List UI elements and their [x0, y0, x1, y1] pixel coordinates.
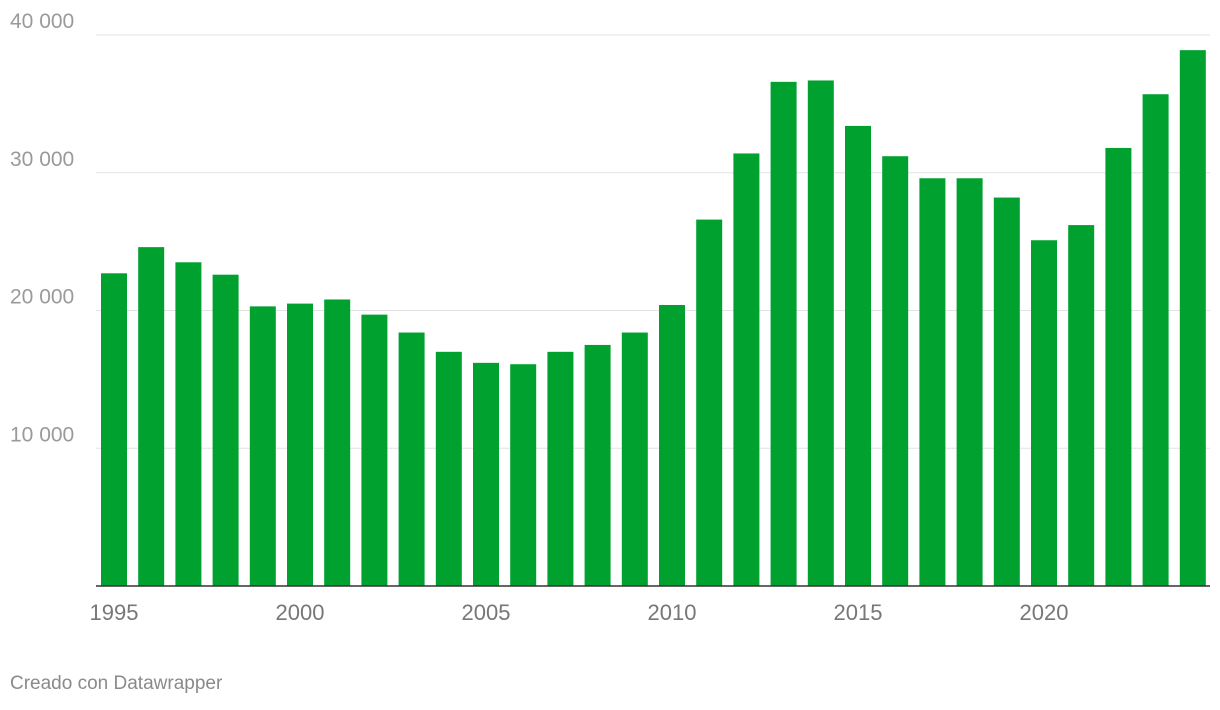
axes: 10 000 20 000 30 000 40 000 1995 2000 2005 2010…: [10, 10, 1210, 625]
y-tick-label: 20 000: [10, 286, 74, 309]
x-tick-label: 2005: [462, 600, 511, 625]
bar-2018: [956, 178, 983, 586]
x-tick-label: 2010: [648, 600, 697, 625]
y-tick-label: 40 000: [10, 10, 74, 33]
bar-2022: [1105, 147, 1132, 586]
bar-1996: [138, 247, 165, 586]
bar-2002: [361, 314, 388, 586]
credit-text: Creado con Datawrapper: [10, 673, 223, 694]
bar-2012: [733, 153, 760, 586]
bar-2021: [1068, 225, 1095, 586]
bar-2015: [845, 125, 871, 586]
x-tick-label: 1995: [90, 600, 139, 625]
y-tick-label: 10 000: [10, 423, 74, 446]
bar-2014: [807, 80, 834, 587]
bar-2009: [621, 332, 648, 586]
bar-1998: [212, 274, 239, 586]
bar-2017: [919, 178, 946, 586]
bar-2011: [696, 219, 723, 586]
y-tick-label: 30 000: [10, 148, 74, 171]
bar-2003: [398, 332, 425, 586]
bar-2008: [584, 344, 611, 586]
bar-2007: [547, 351, 574, 586]
x-tick-label: 2015: [834, 600, 883, 625]
x-tick-label: 2000: [276, 600, 325, 625]
bar-2005: [473, 362, 499, 586]
bar-2019: [993, 197, 1020, 587]
bar-2024: [1179, 50, 1206, 586]
bar-1999: [249, 306, 276, 586]
bar-2006: [510, 364, 537, 586]
bar-2013: [770, 81, 797, 587]
gridlines: [96, 34, 1210, 449]
bars: [101, 50, 1206, 587]
bar-2010: [659, 304, 685, 586]
x-tick-label: 2020: [1020, 600, 1069, 625]
bar-2016: [882, 156, 909, 586]
bar-1995: [101, 273, 127, 586]
bar-2001: [324, 299, 351, 586]
bar-1997: [175, 262, 202, 586]
bar-2004: [435, 351, 462, 586]
bar-2023: [1142, 94, 1169, 587]
bar-2020: [1031, 240, 1057, 586]
bar-2000: [287, 303, 313, 586]
